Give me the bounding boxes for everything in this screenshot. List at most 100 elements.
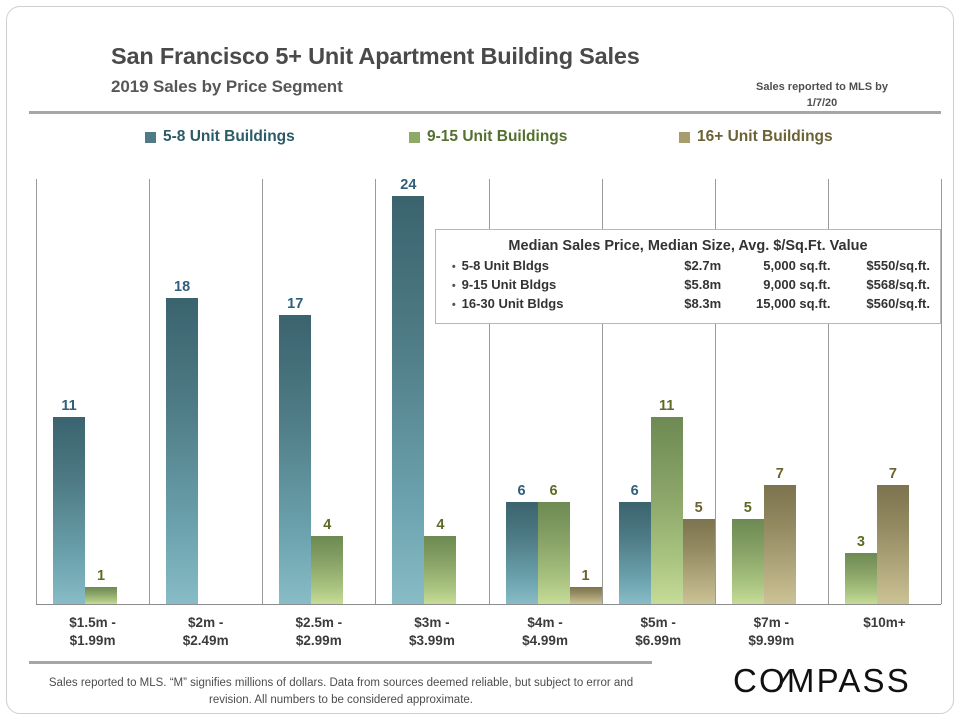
callout-row-price: $8.3m [684,296,722,311]
callout-row-price: $5.8m [684,277,722,292]
callout-row-size: 15,000 sq.ft. [756,296,831,311]
chart-bar[interactable]: 4 [311,179,344,604]
chart-bar-value-label: 5 [694,500,703,516]
chart-x-tick-line: $10m+ [863,615,906,630]
legend-swatch-icon [145,131,156,143]
chart-bar-rect[interactable] [505,502,538,604]
legend-item-16-plus-unit-buildings[interactable]: 16+ Unit Buildings [679,128,833,146]
chart-bar-rect[interactable] [844,553,877,604]
chart-bar-value-label: 1 [581,568,590,584]
chart-category-group: 6 11 5 [602,179,715,604]
chart-bar[interactable]: 3 [844,179,877,604]
chart-x-tick-line: $6.99m [635,633,682,648]
chart-bar-value-label: 11 [61,398,77,414]
chart-bar[interactable]: 18 [166,179,199,604]
chart-bar-rect[interactable] [85,587,117,604]
callout-rows: • 5-8 Unit Bldgs $2.7m 5,000 sq.ft. $550/sq.… [446,257,930,314]
chart-bar[interactable]: 1 [85,179,117,604]
chart-x-tick-line: $2.99m [295,633,342,648]
chart-bar-rect[interactable] [424,536,457,604]
callout-row-ppsf: $560/sq.ft. [866,296,930,311]
chart-bar-value-label: 4 [323,517,332,533]
chart-bar-rect[interactable] [650,417,683,604]
chart-bar[interactable]: 11 [650,179,683,604]
callout-row-ppsf: $550/sq.ft. [866,258,930,273]
chart-bar[interactable]: 7 [763,179,796,604]
callout-row-label: 16-30 Unit Bldgs [461,296,564,311]
chart-x-tick-label: $2m - $2.49m [149,608,262,656]
chart-x-tick-line: $4.99m [522,633,568,648]
chart-category-bars: 17 4 [262,179,375,604]
legend-item-5-8-unit-buildings[interactable]: 5-8 Unit Buildings [145,128,295,146]
chart-bar-value-label: 6 [517,483,526,499]
chart-x-tick-line: $7m - [753,615,789,630]
chart-x-tick-label: $1.5m - $1.99m [36,608,149,656]
chart-bar[interactable]: 6 [505,179,538,604]
chart-bar-value-label: 3 [856,534,865,550]
chart-bar[interactable]: 24 [392,177,425,604]
chart-bar[interactable]: 17 [279,179,312,604]
chart-gridline [941,179,942,604]
chart-x-tick-line: $9.99m [748,633,795,648]
chart-bar-rect[interactable] [569,587,602,604]
chart-bar-rect[interactable] [618,502,651,604]
chart-category-group: 11 1 [36,179,149,604]
callout-row-size: 9,000 sq.ft. [763,277,831,292]
chart-bar[interactable]: 6 [618,179,651,604]
chart-category-bars: 11 1 [36,179,149,604]
chart-gridline [36,179,37,604]
chart-gridline [601,179,603,604]
chart-bar-rect[interactable] [731,519,764,604]
chart-x-tick-line: $4m - [527,615,563,630]
chart-bar-rect[interactable] [537,502,570,604]
legend-item-9-15-unit-buildings[interactable]: 9-15 Unit Buildings [409,128,567,146]
chart-bar-value-label: 6 [630,483,639,499]
callout-title: Median Sales Price, Median Size, Avg. $/… [508,238,868,254]
chart-bar[interactable]: 6 [537,179,570,604]
callout-row: • 16-30 Unit Bldgs $8.3m 15,000 sq.ft. $560/… [446,295,930,314]
chart-bar-rect[interactable] [279,315,312,604]
source-note: Sales reported to MLS by 1/7/20 [707,79,937,111]
chart-category-bars: 6 6 1 [489,179,602,604]
chart-bar[interactable]: 5 [731,179,764,604]
chart-bar-rect[interactable] [166,298,199,604]
chart-bar[interactable]: 11 [53,179,85,604]
chart-x-tick-line: $5m - [640,615,676,630]
chart-axis-line [36,604,941,605]
chart-gridline [149,179,151,604]
chart-category-group: 6 6 1 [489,179,602,604]
chart-bar[interactable]: 7 [876,179,909,604]
chart-bar-rect[interactable] [392,196,425,604]
chart-gridline [262,179,264,604]
chart-x-tick-line: $1.99m [69,633,116,648]
callout-bullet-icon: • [451,261,456,273]
chart-category-group: 24 4 [375,177,488,604]
chart-bar-rect[interactable] [876,485,909,604]
chart-bar[interactable]: 4 [424,179,457,604]
chart-bar-value-label: 7 [775,466,784,482]
chart-bar[interactable]: 1 [569,179,602,604]
chart-x-tick-label: $7m - $9.99m [715,608,828,656]
chart-category-bars: 18 [149,179,262,604]
chart-x-axis: $1.5m - $1.99m $2m - $2.49m $2.5m - $2.99m $3m… [36,608,941,656]
legend-item-label: 16+ Unit Buildings [697,128,833,145]
chart-category-bars: 6 11 5 [602,179,715,604]
chart-bar[interactable]: 5 [682,179,715,604]
chart-bar-value-label: 17 [287,296,304,312]
chart-bar-rect[interactable] [763,485,796,604]
callout-row: • 9-15 Unit Bldgs $5.8m 9,000 sq.ft. $568/sq… [446,276,930,295]
source-note-line2: 1/7/20 [806,97,838,109]
chart-bar-rect[interactable] [311,536,344,604]
chart-gridline [714,179,716,604]
chart-bar-rect[interactable] [53,417,85,604]
chart-bar-rect[interactable] [682,519,715,604]
page-subtitle: 2019 Sales by Price Segment [111,77,343,96]
chart-plot-area: 11 1 18 17 4 24 4 6 6 1 6 11 5 5 7 3 7 [36,177,942,604]
callout-bullet-icon: • [451,299,456,311]
chart-category-group: 18 [149,179,262,604]
legend-item-label: 5-8 Unit Buildings [163,128,295,145]
chart-bar-value-label: 18 [174,279,191,295]
